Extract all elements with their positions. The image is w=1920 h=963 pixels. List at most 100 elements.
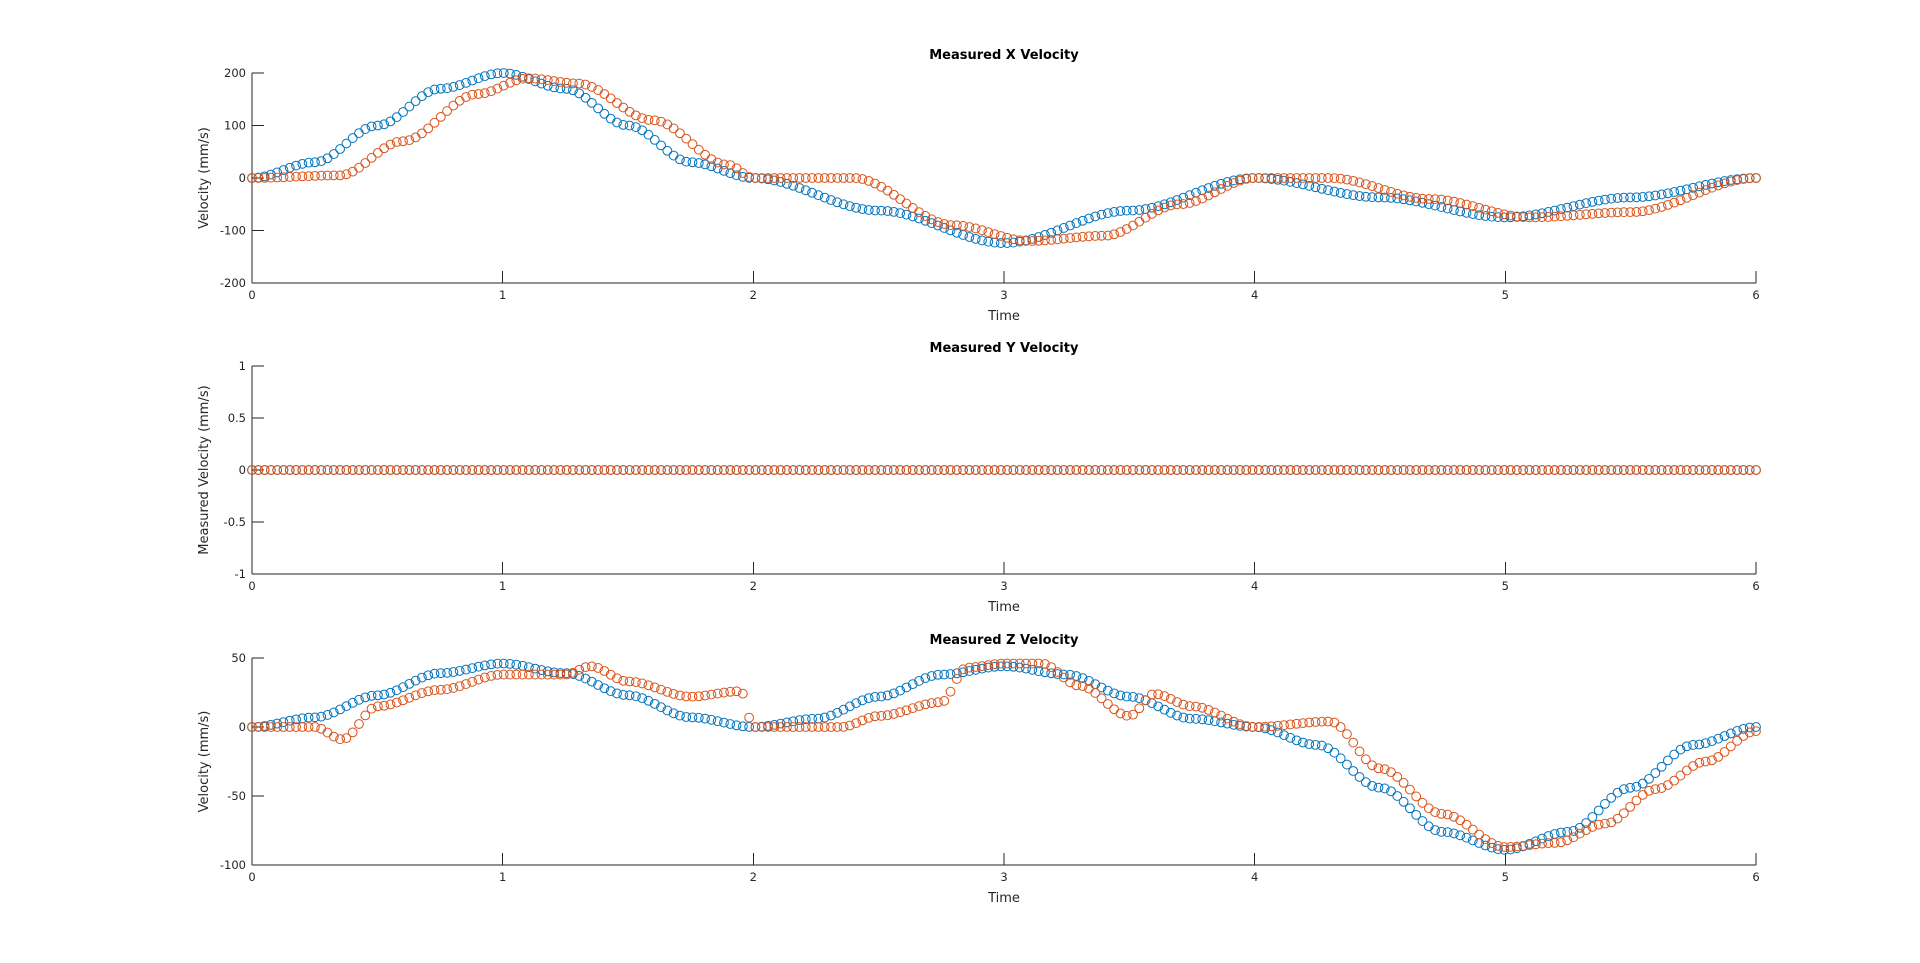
data-point xyxy=(1184,713,1195,724)
data-point xyxy=(1033,666,1044,676)
data-point xyxy=(1096,682,1107,693)
y-tick-label: 0 xyxy=(239,720,246,734)
data-point xyxy=(442,83,452,94)
data-point xyxy=(586,81,597,92)
data-point xyxy=(1398,796,1409,807)
data-point xyxy=(624,465,635,475)
x-axis-label: Time xyxy=(987,600,1020,615)
data-point xyxy=(649,115,660,126)
data-point xyxy=(838,173,849,183)
data-point xyxy=(920,211,931,221)
data-point xyxy=(826,173,836,183)
data-point xyxy=(612,673,622,684)
data-point xyxy=(1562,835,1573,846)
data-point xyxy=(328,707,339,718)
data-point xyxy=(1612,207,1623,218)
data-point xyxy=(1725,728,1736,739)
data-point xyxy=(1316,716,1327,727)
data-point xyxy=(1052,465,1063,475)
data-point xyxy=(435,83,446,94)
data-point xyxy=(1304,180,1315,191)
data-point xyxy=(870,178,880,189)
data-point xyxy=(1134,693,1145,704)
data-point xyxy=(1146,202,1157,213)
x-tick-label: 1 xyxy=(499,288,506,302)
data-point xyxy=(1606,792,1617,803)
data-point xyxy=(1656,465,1667,475)
data-point xyxy=(1153,701,1164,712)
data-point xyxy=(1436,194,1447,205)
data-point xyxy=(1172,697,1182,707)
data-point xyxy=(354,719,364,729)
data-point xyxy=(1644,773,1654,784)
data-point xyxy=(1008,465,1019,475)
data-point xyxy=(1203,190,1214,201)
data-point xyxy=(511,659,522,670)
data-point xyxy=(1423,465,1434,475)
data-point xyxy=(1335,173,1346,184)
data-point xyxy=(1574,822,1585,833)
data-point xyxy=(492,669,503,680)
data-point xyxy=(580,92,591,103)
data-point xyxy=(1008,237,1019,248)
data-point xyxy=(1637,206,1648,217)
data-point xyxy=(1725,741,1736,752)
data-point xyxy=(1681,741,1692,752)
data-point xyxy=(1593,805,1604,816)
data-point xyxy=(1191,196,1201,206)
data-point xyxy=(1021,465,1031,475)
data-point xyxy=(1738,174,1749,184)
data-point xyxy=(1700,465,1711,475)
data-point xyxy=(1134,216,1145,227)
data-point xyxy=(1505,210,1516,221)
data-point xyxy=(870,465,880,475)
data-point xyxy=(693,144,704,155)
data-point xyxy=(1285,176,1296,187)
data-point xyxy=(1562,202,1573,213)
data-point xyxy=(1040,230,1050,240)
data-point xyxy=(1084,231,1094,242)
data-point xyxy=(612,98,622,108)
x-tick-label: 1 xyxy=(499,870,506,884)
data-point xyxy=(1052,667,1063,677)
data-point xyxy=(1014,658,1025,669)
data-point xyxy=(1046,662,1057,673)
data-point xyxy=(1077,215,1088,226)
data-point xyxy=(398,465,408,475)
data-point xyxy=(1279,465,1289,475)
data-point xyxy=(1556,465,1566,475)
data-point xyxy=(1115,465,1126,475)
data-point xyxy=(1159,704,1170,715)
data-point xyxy=(1121,691,1132,702)
data-point xyxy=(1581,465,1591,475)
data-point xyxy=(687,712,698,723)
data-point xyxy=(1304,465,1315,475)
data-point xyxy=(366,690,377,701)
data-point xyxy=(662,705,673,716)
data-point xyxy=(1247,173,1258,183)
data-point xyxy=(341,701,352,711)
data-point xyxy=(1310,717,1321,727)
data-point xyxy=(1354,465,1365,475)
data-point xyxy=(1404,191,1415,202)
data-point xyxy=(687,465,698,475)
data-point xyxy=(1537,833,1547,844)
data-point xyxy=(1367,780,1378,791)
data-point xyxy=(322,465,333,475)
data-point xyxy=(435,111,446,122)
data-point xyxy=(366,703,377,714)
data-point xyxy=(851,465,862,475)
data-point xyxy=(807,173,817,183)
data-point xyxy=(1197,193,1208,204)
data-point xyxy=(989,229,1000,239)
data-point xyxy=(1367,760,1378,771)
data-point xyxy=(1077,681,1088,691)
data-point xyxy=(1537,838,1547,849)
data-point xyxy=(1549,205,1560,216)
data-point xyxy=(1040,659,1050,669)
data-point xyxy=(750,722,761,732)
data-point xyxy=(662,465,673,475)
data-point xyxy=(1392,188,1403,199)
data-point xyxy=(926,465,937,475)
data-point xyxy=(1511,211,1522,222)
